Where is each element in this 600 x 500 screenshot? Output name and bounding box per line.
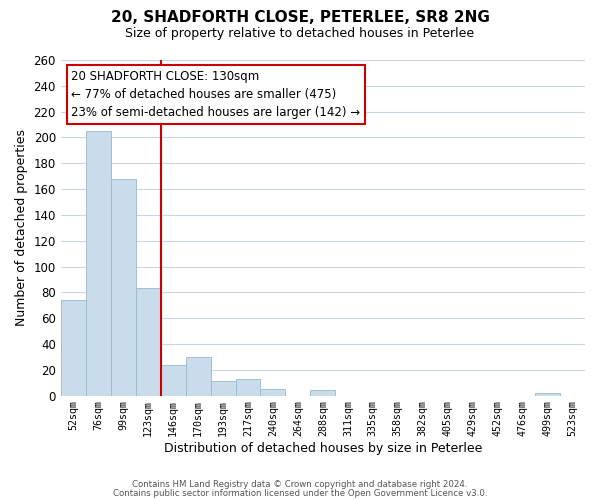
Bar: [136, 288, 161, 396]
Text: Size of property relative to detached houses in Peterlee: Size of property relative to detached ho…: [125, 28, 475, 40]
Bar: [260, 389, 286, 396]
Bar: [111, 178, 136, 396]
Bar: [535, 393, 560, 396]
Y-axis label: Number of detached properties: Number of detached properties: [15, 130, 28, 326]
Text: Contains public sector information licensed under the Open Government Licence v3: Contains public sector information licen…: [113, 488, 487, 498]
Text: 20, SHADFORTH CLOSE, PETERLEE, SR8 2NG: 20, SHADFORTH CLOSE, PETERLEE, SR8 2NG: [110, 10, 490, 25]
Bar: [161, 364, 185, 396]
Text: 20 SHADFORTH CLOSE: 130sqm
← 77% of detached houses are smaller (475)
23% of sem: 20 SHADFORTH CLOSE: 130sqm ← 77% of deta…: [71, 70, 361, 119]
Bar: [211, 382, 236, 396]
X-axis label: Distribution of detached houses by size in Peterlee: Distribution of detached houses by size …: [164, 442, 482, 455]
Bar: [86, 131, 111, 396]
Bar: [185, 357, 211, 396]
Bar: [61, 300, 86, 396]
Text: Contains HM Land Registry data © Crown copyright and database right 2024.: Contains HM Land Registry data © Crown c…: [132, 480, 468, 489]
Bar: [310, 390, 335, 396]
Bar: [236, 379, 260, 396]
